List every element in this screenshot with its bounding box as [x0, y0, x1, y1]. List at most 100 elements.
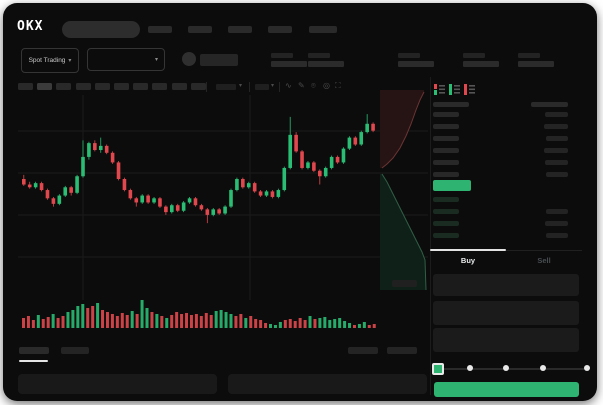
nav-item[interactable]: [268, 26, 292, 33]
orderbook-header-amount: [531, 102, 568, 107]
timeframe-button[interactable]: [94, 83, 110, 90]
toolbar-divider: [279, 82, 280, 92]
toolbar-divider: [249, 82, 250, 92]
stat-value-placeholder: [271, 61, 307, 67]
stat-value-placeholder: [308, 61, 344, 67]
bid-row[interactable]: [430, 221, 582, 229]
indicator-dropdown[interactable]: [216, 84, 236, 90]
slider-stop[interactable]: [503, 365, 509, 371]
stat-value-placeholder: [463, 61, 499, 67]
ask-price-placeholder: [433, 124, 459, 129]
stat-label-placeholder: [398, 53, 420, 58]
percent-slider-handle[interactable]: [432, 363, 444, 375]
slider-stop[interactable]: [584, 365, 590, 371]
ask-amount-placeholder: [545, 112, 568, 117]
ask-price-placeholder: [433, 172, 459, 177]
bid-row[interactable]: [430, 233, 582, 241]
orderbook-header-price: [433, 102, 469, 107]
timeframe-button[interactable]: [171, 83, 187, 90]
settings-icon[interactable]: ◎: [323, 81, 330, 90]
wave-icon[interactable]: ∿: [285, 81, 292, 90]
bottom-control-1[interactable]: [348, 347, 378, 354]
app-window: OKX Spot Trading ▾ ▾ ▾ ▾ ∿ ✎ ⌾ ◎ ⛶ Buy S…: [3, 3, 597, 401]
ask-row[interactable]: [430, 112, 582, 120]
timeframe-button[interactable]: [152, 83, 168, 90]
ask-price-placeholder: [433, 112, 459, 117]
ask-row[interactable]: [430, 148, 582, 156]
sell-tab[interactable]: Sell: [537, 256, 551, 265]
timeframe-button[interactable]: [133, 83, 149, 90]
candlestick-chart[interactable]: [18, 95, 428, 300]
buy-tab[interactable]: Buy: [460, 256, 476, 265]
okx-logo: OKX: [17, 19, 44, 34]
bid-amount-placeholder: [545, 221, 568, 226]
nav-item[interactable]: [228, 26, 252, 33]
camera-icon[interactable]: ⌾: [311, 81, 316, 90]
orders-panel: [18, 374, 217, 394]
toolbar-divider: [206, 82, 207, 92]
market-type-dropdown[interactable]: Spot Trading ▾: [21, 48, 79, 73]
search-input[interactable]: [62, 21, 140, 38]
stat-label-placeholder: [271, 53, 293, 58]
trade-tabs-divider: [430, 250, 582, 251]
bid-price-placeholder: [433, 209, 459, 214]
depth-chart: [380, 90, 427, 291]
ask-row[interactable]: [430, 124, 582, 132]
price-input[interactable]: [433, 274, 579, 296]
bottom-tab-open-orders[interactable]: [19, 347, 49, 354]
stat-label-placeholder: [518, 53, 540, 58]
ask-amount-placeholder: [544, 124, 568, 129]
orders-panel: [228, 374, 427, 394]
timeframe-button[interactable]: [75, 83, 91, 90]
ask-row[interactable]: [430, 172, 582, 180]
bottom-control-2[interactable]: [387, 347, 417, 354]
bid-row[interactable]: [430, 209, 582, 217]
bid-row[interactable]: [430, 197, 582, 205]
total-input[interactable]: [433, 328, 579, 352]
pair-select-dropdown[interactable]: ▾: [87, 48, 165, 71]
fullscreen-icon[interactable]: ⛶: [335, 81, 341, 90]
stat-value-placeholder: [398, 61, 434, 67]
bottom-tab-indicator: [19, 360, 48, 362]
ask-row[interactable]: [430, 136, 582, 144]
chevron-down-icon[interactable]: ▾: [271, 83, 275, 89]
ask-price-placeholder: [433, 148, 459, 153]
chevron-down-icon: ▾: [154, 57, 158, 63]
bid-amount-placeholder: [546, 233, 568, 238]
coin-icon: [182, 52, 196, 66]
timeframe-button[interactable]: [56, 83, 72, 90]
panel-divider: [430, 77, 431, 395]
slider-stop[interactable]: [540, 365, 546, 371]
nav-item[interactable]: [188, 26, 212, 33]
ask-amount-placeholder: [546, 136, 568, 141]
ask-amount-placeholder: [546, 172, 568, 177]
pair-name-placeholder: [200, 54, 238, 66]
amount-input[interactable]: [433, 301, 579, 325]
orderbook-view-bids-only-icon[interactable]: [449, 82, 460, 95]
bid-price-placeholder: [433, 197, 459, 202]
market-type-label: Spot Trading: [28, 57, 66, 64]
timeframe-button[interactable]: [114, 83, 129, 90]
ask-row[interactable]: [430, 160, 582, 168]
timeframe-button[interactable]: [18, 83, 33, 90]
slider-stop[interactable]: [467, 365, 473, 371]
stat-label-placeholder: [308, 53, 330, 58]
ask-amount-placeholder: [544, 148, 568, 153]
nav-item[interactable]: [148, 26, 172, 33]
buy-submit-button[interactable]: [434, 382, 579, 397]
overlay-dropdown[interactable]: [255, 84, 269, 90]
timeframe-button[interactable]: [37, 83, 53, 90]
orderbook-view-asks-only-icon[interactable]: [464, 82, 475, 95]
ask-amount-placeholder: [545, 160, 568, 165]
percent-slider-track[interactable]: [436, 368, 586, 370]
bid-amount-placeholder: [546, 209, 568, 214]
pencil-icon[interactable]: ✎: [298, 81, 305, 90]
orderbook-view-combined-icon[interactable]: [434, 82, 445, 95]
nav-item[interactable]: [309, 26, 337, 33]
ask-price-placeholder: [433, 136, 459, 141]
stat-value-placeholder: [518, 61, 554, 67]
bottom-tab-order-history[interactable]: [61, 347, 89, 354]
chevron-down-icon[interactable]: ▾: [239, 83, 243, 89]
timeframe-button[interactable]: [190, 83, 206, 90]
chart-overlay-placeholder: [392, 280, 417, 287]
